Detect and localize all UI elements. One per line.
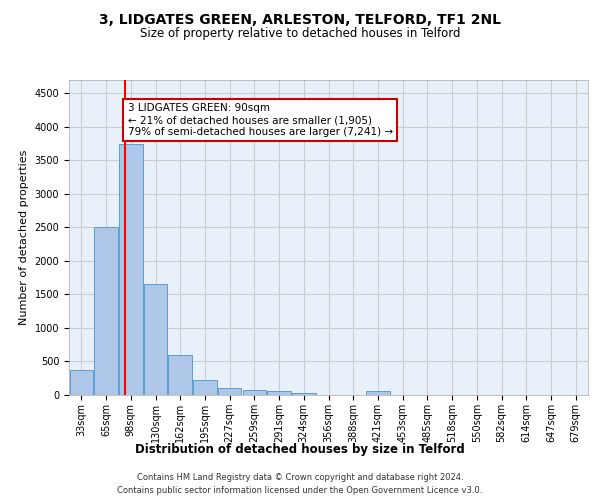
Text: Distribution of detached houses by size in Telford: Distribution of detached houses by size … (135, 442, 465, 456)
Bar (144, 284, 167, 395)
Bar (119, 144, 143, 395)
Bar (94, 228, 118, 395)
Bar (242, 390, 266, 395)
Text: 3 LIDGATES GREEN: 90sqm
← 21% of detached houses are smaller (1,905)
79% of semi: 3 LIDGATES GREEN: 90sqm ← 21% of detache… (128, 104, 392, 136)
Text: 3, LIDGATES GREEN, ARLESTON, TELFORD, TF1 2NL: 3, LIDGATES GREEN, ARLESTON, TELFORD, TF… (99, 12, 501, 26)
Bar (366, 392, 389, 395)
Bar (292, 392, 316, 395)
Text: Contains HM Land Registry data © Crown copyright and database right 2024.: Contains HM Land Registry data © Crown c… (137, 472, 463, 482)
Text: Size of property relative to detached houses in Telford: Size of property relative to detached ho… (140, 28, 460, 40)
Text: Contains public sector information licensed under the Open Government Licence v3: Contains public sector information licen… (118, 486, 482, 495)
Bar (268, 392, 291, 395)
Bar (169, 355, 192, 395)
Bar (193, 380, 217, 395)
Y-axis label: Number of detached properties: Number of detached properties (19, 150, 29, 325)
Bar (218, 388, 241, 395)
Bar (70, 370, 93, 395)
